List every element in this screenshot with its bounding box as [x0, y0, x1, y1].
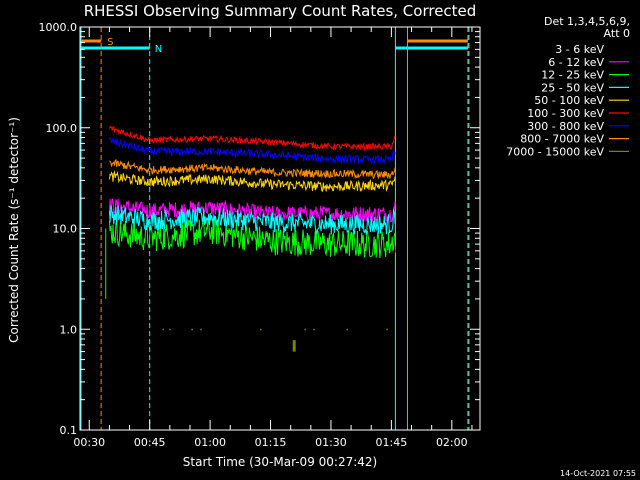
series-point [386, 328, 388, 331]
series-point [346, 328, 348, 331]
legend-label-300-800-kev: 300 - 800 keV [527, 120, 604, 133]
legend-header-line-2: Att 0 [604, 27, 630, 40]
legend-label-6-12-kev: 6 - 12 keV [548, 56, 604, 69]
x-tick-label: 02:00 [436, 436, 468, 449]
legend-label-800-7000-kev: 800 - 7000 keV [520, 133, 604, 146]
series-point [191, 328, 193, 331]
series-point [292, 340, 296, 352]
x-tick-label: 00:45 [134, 436, 166, 449]
legend-header-line-1: Det 1,3,4,5,6,9, [544, 15, 630, 28]
series-point [169, 328, 171, 331]
y-axis-label: Corrected Count Rate (s⁻¹ detector⁻¹) [7, 117, 21, 343]
x-axis-label: Start Time (30-Mar-09 00:27:42) [183, 455, 377, 469]
flag-label-s: S [107, 37, 113, 48]
legend-label-25-50-kev: 25 - 50 keV [541, 81, 604, 94]
series-point [304, 328, 306, 331]
y-tick-label: 100.0 [46, 122, 78, 135]
x-tick-label: 01:45 [376, 436, 408, 449]
axes: 0.1 1.0 10.0 100.0 1000.0 00:30 00:45 01:00 01:1… [39, 21, 481, 449]
series-line-800-7000-kev [109, 158, 396, 180]
legend-label-100-300-kev: 100 - 300 keV [527, 107, 604, 120]
chart-title: RHESSI Observing Summary Count Rates, Co… [84, 2, 477, 20]
flag-label-n: N [155, 44, 162, 55]
series-line-12-25-kev [108, 217, 396, 259]
y-tick-label: 1000.0 [39, 21, 78, 34]
series-point [162, 328, 165, 331]
y-tick-label: 10.0 [53, 223, 78, 236]
series-point [260, 328, 262, 331]
series-line-6-12-kev [108, 198, 396, 223]
y-tick-label: 1.0 [60, 323, 78, 336]
legend-label-50-100-kev: 50 - 100 keV [534, 94, 604, 107]
series-line-50-100-kev [108, 170, 396, 193]
series-point [313, 328, 315, 331]
series-line-300-800-kev [109, 137, 396, 166]
plot-area: SN [80, 27, 470, 430]
y-tick-label: 0.1 [60, 424, 78, 437]
x-tick-label: 01:30 [315, 436, 347, 449]
x-tick-label: 01:00 [194, 436, 226, 449]
series-line-7000-15000-kev [162, 328, 388, 352]
footer-timestamp: 14-Oct-2021 07:55 [560, 469, 636, 478]
x-tick-label: 01:15 [255, 436, 287, 449]
series-line-25-50-kev [108, 205, 396, 235]
series-point [200, 328, 202, 331]
series-line-100-300-kev [108, 125, 396, 152]
legend-label-12-25-kev: 12 - 25 keV [541, 69, 604, 82]
x-tick-label: 00:30 [73, 436, 105, 449]
legend-label-3-6-kev: 3 - 6 keV [555, 43, 604, 56]
legend-label-7000-15000-kev: 7000 - 15000 keV [506, 145, 604, 158]
